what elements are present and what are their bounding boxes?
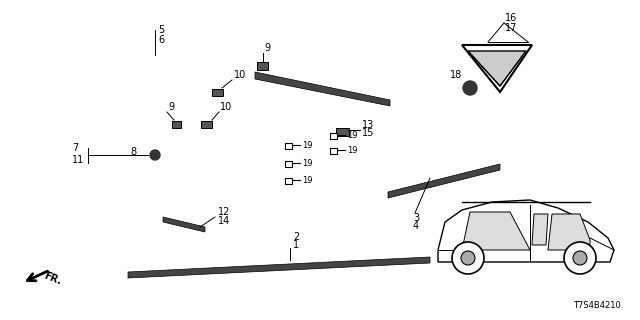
Text: 6: 6 xyxy=(158,35,164,45)
FancyBboxPatch shape xyxy=(330,133,337,139)
Text: 19: 19 xyxy=(302,158,312,167)
Text: 10: 10 xyxy=(220,102,232,112)
Text: 7: 7 xyxy=(72,143,78,153)
Text: 12: 12 xyxy=(218,207,230,217)
Text: 14: 14 xyxy=(218,216,230,226)
Circle shape xyxy=(452,242,484,274)
Text: 1: 1 xyxy=(293,240,299,250)
Polygon shape xyxy=(462,45,532,92)
Text: 11: 11 xyxy=(72,155,84,165)
Polygon shape xyxy=(128,257,430,278)
Circle shape xyxy=(461,251,475,265)
Text: 3: 3 xyxy=(413,213,419,223)
Polygon shape xyxy=(532,214,548,245)
Text: 5: 5 xyxy=(158,25,164,35)
Text: 18: 18 xyxy=(450,70,462,80)
FancyBboxPatch shape xyxy=(201,121,212,128)
Text: 4: 4 xyxy=(413,221,419,231)
Text: 19: 19 xyxy=(347,131,358,140)
Polygon shape xyxy=(163,217,205,232)
Polygon shape xyxy=(388,164,500,198)
Polygon shape xyxy=(255,72,390,106)
Text: 10: 10 xyxy=(234,70,246,80)
Text: T7S4B4210: T7S4B4210 xyxy=(573,301,621,310)
FancyBboxPatch shape xyxy=(330,148,337,154)
FancyBboxPatch shape xyxy=(285,178,292,184)
FancyBboxPatch shape xyxy=(212,89,223,96)
Polygon shape xyxy=(462,212,530,250)
FancyBboxPatch shape xyxy=(172,121,181,128)
Text: 9: 9 xyxy=(168,102,174,112)
Text: 13: 13 xyxy=(362,120,374,130)
Text: 19: 19 xyxy=(302,175,312,185)
FancyBboxPatch shape xyxy=(257,62,268,70)
Circle shape xyxy=(150,150,160,160)
Text: 19: 19 xyxy=(347,146,358,155)
Polygon shape xyxy=(438,200,614,262)
Polygon shape xyxy=(468,51,526,86)
FancyBboxPatch shape xyxy=(336,128,349,136)
Text: 17: 17 xyxy=(505,23,517,33)
Circle shape xyxy=(463,81,477,95)
Circle shape xyxy=(573,251,587,265)
Text: 15: 15 xyxy=(362,128,374,138)
FancyBboxPatch shape xyxy=(285,161,292,167)
FancyBboxPatch shape xyxy=(285,143,292,149)
Text: 19: 19 xyxy=(302,140,312,149)
Text: FR.: FR. xyxy=(42,271,63,287)
Text: 16: 16 xyxy=(505,13,517,23)
Text: 2: 2 xyxy=(293,232,300,242)
Polygon shape xyxy=(548,214,590,250)
Text: 8: 8 xyxy=(130,147,136,157)
Text: 9: 9 xyxy=(264,43,270,53)
Circle shape xyxy=(564,242,596,274)
